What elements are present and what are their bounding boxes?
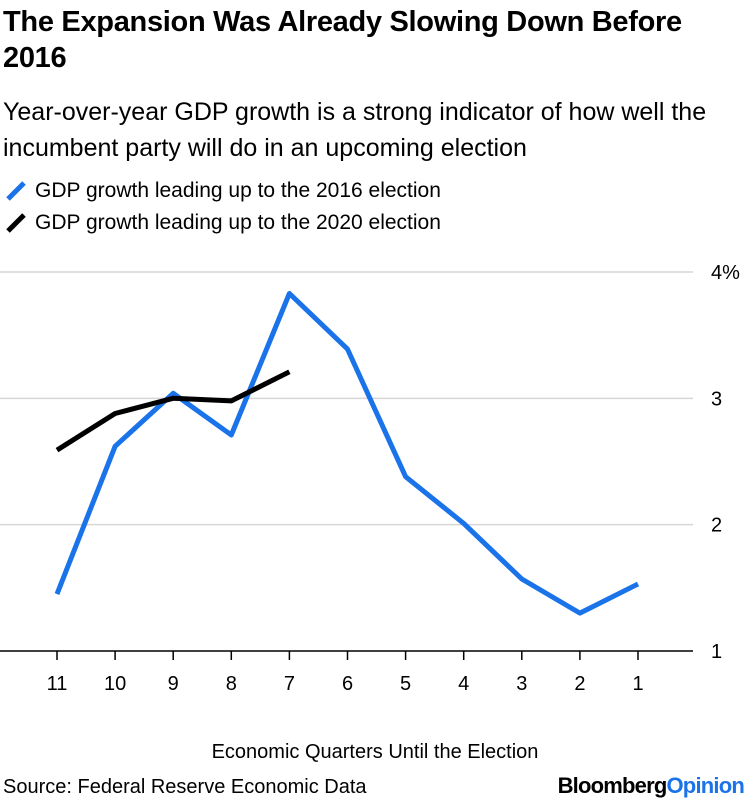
legend: GDP growth leading up to the 2016 electi… (3, 175, 441, 239)
legend-item-2020: GDP growth leading up to the 2020 electi… (3, 207, 441, 239)
x-axis-label: Economic Quarters Until the Election (212, 741, 539, 763)
x-tick-label: 6 (342, 673, 353, 695)
source-note: Source: Federal Reserve Economic Data (3, 776, 367, 798)
x-tick-label: 1 (632, 673, 643, 695)
chart-subtitle: Year-over-year GDP growth is a strong in… (3, 98, 707, 162)
legend-swatch-2020 (6, 213, 26, 233)
line-chart: 1 2 3 4% 11 10 9 8 7 6 5 4 3 2 1 Economic Quarters Unti… (0, 262, 740, 763)
series-line-2020 (55, 369, 291, 453)
x-tick-label: 8 (226, 673, 237, 695)
y-tick-label: 3 (711, 388, 722, 410)
legend-label-2016: GDP growth leading up to the 2016 electi… (35, 179, 441, 202)
legend-swatch-2016 (6, 181, 26, 201)
x-tick-label: 3 (516, 673, 527, 695)
x-tick-label: 7 (284, 673, 295, 695)
x-tick-label: 11 (47, 673, 68, 695)
chart-title: The Expansion Was Already Slowing Down B… (3, 6, 682, 74)
legend-label-2020: GDP growth leading up to the 2020 electi… (35, 211, 441, 234)
x-tick-label: 5 (400, 673, 411, 695)
y-tick-label: 1 (711, 641, 722, 663)
x-tick-label: 4 (458, 673, 469, 695)
bloomberg-opinion-logo: BloombergOpinion (557, 773, 745, 798)
legend-item-2016: GDP growth leading up to the 2016 electi… (3, 175, 441, 207)
series-line-2016 (54, 291, 640, 616)
x-tick-label: 9 (168, 673, 179, 695)
y-tick-label: 2 (711, 515, 722, 537)
x-tick-label: 10 (104, 673, 126, 695)
x-tick-label: 2 (574, 673, 585, 695)
y-tick-label: 4% (711, 262, 740, 284)
